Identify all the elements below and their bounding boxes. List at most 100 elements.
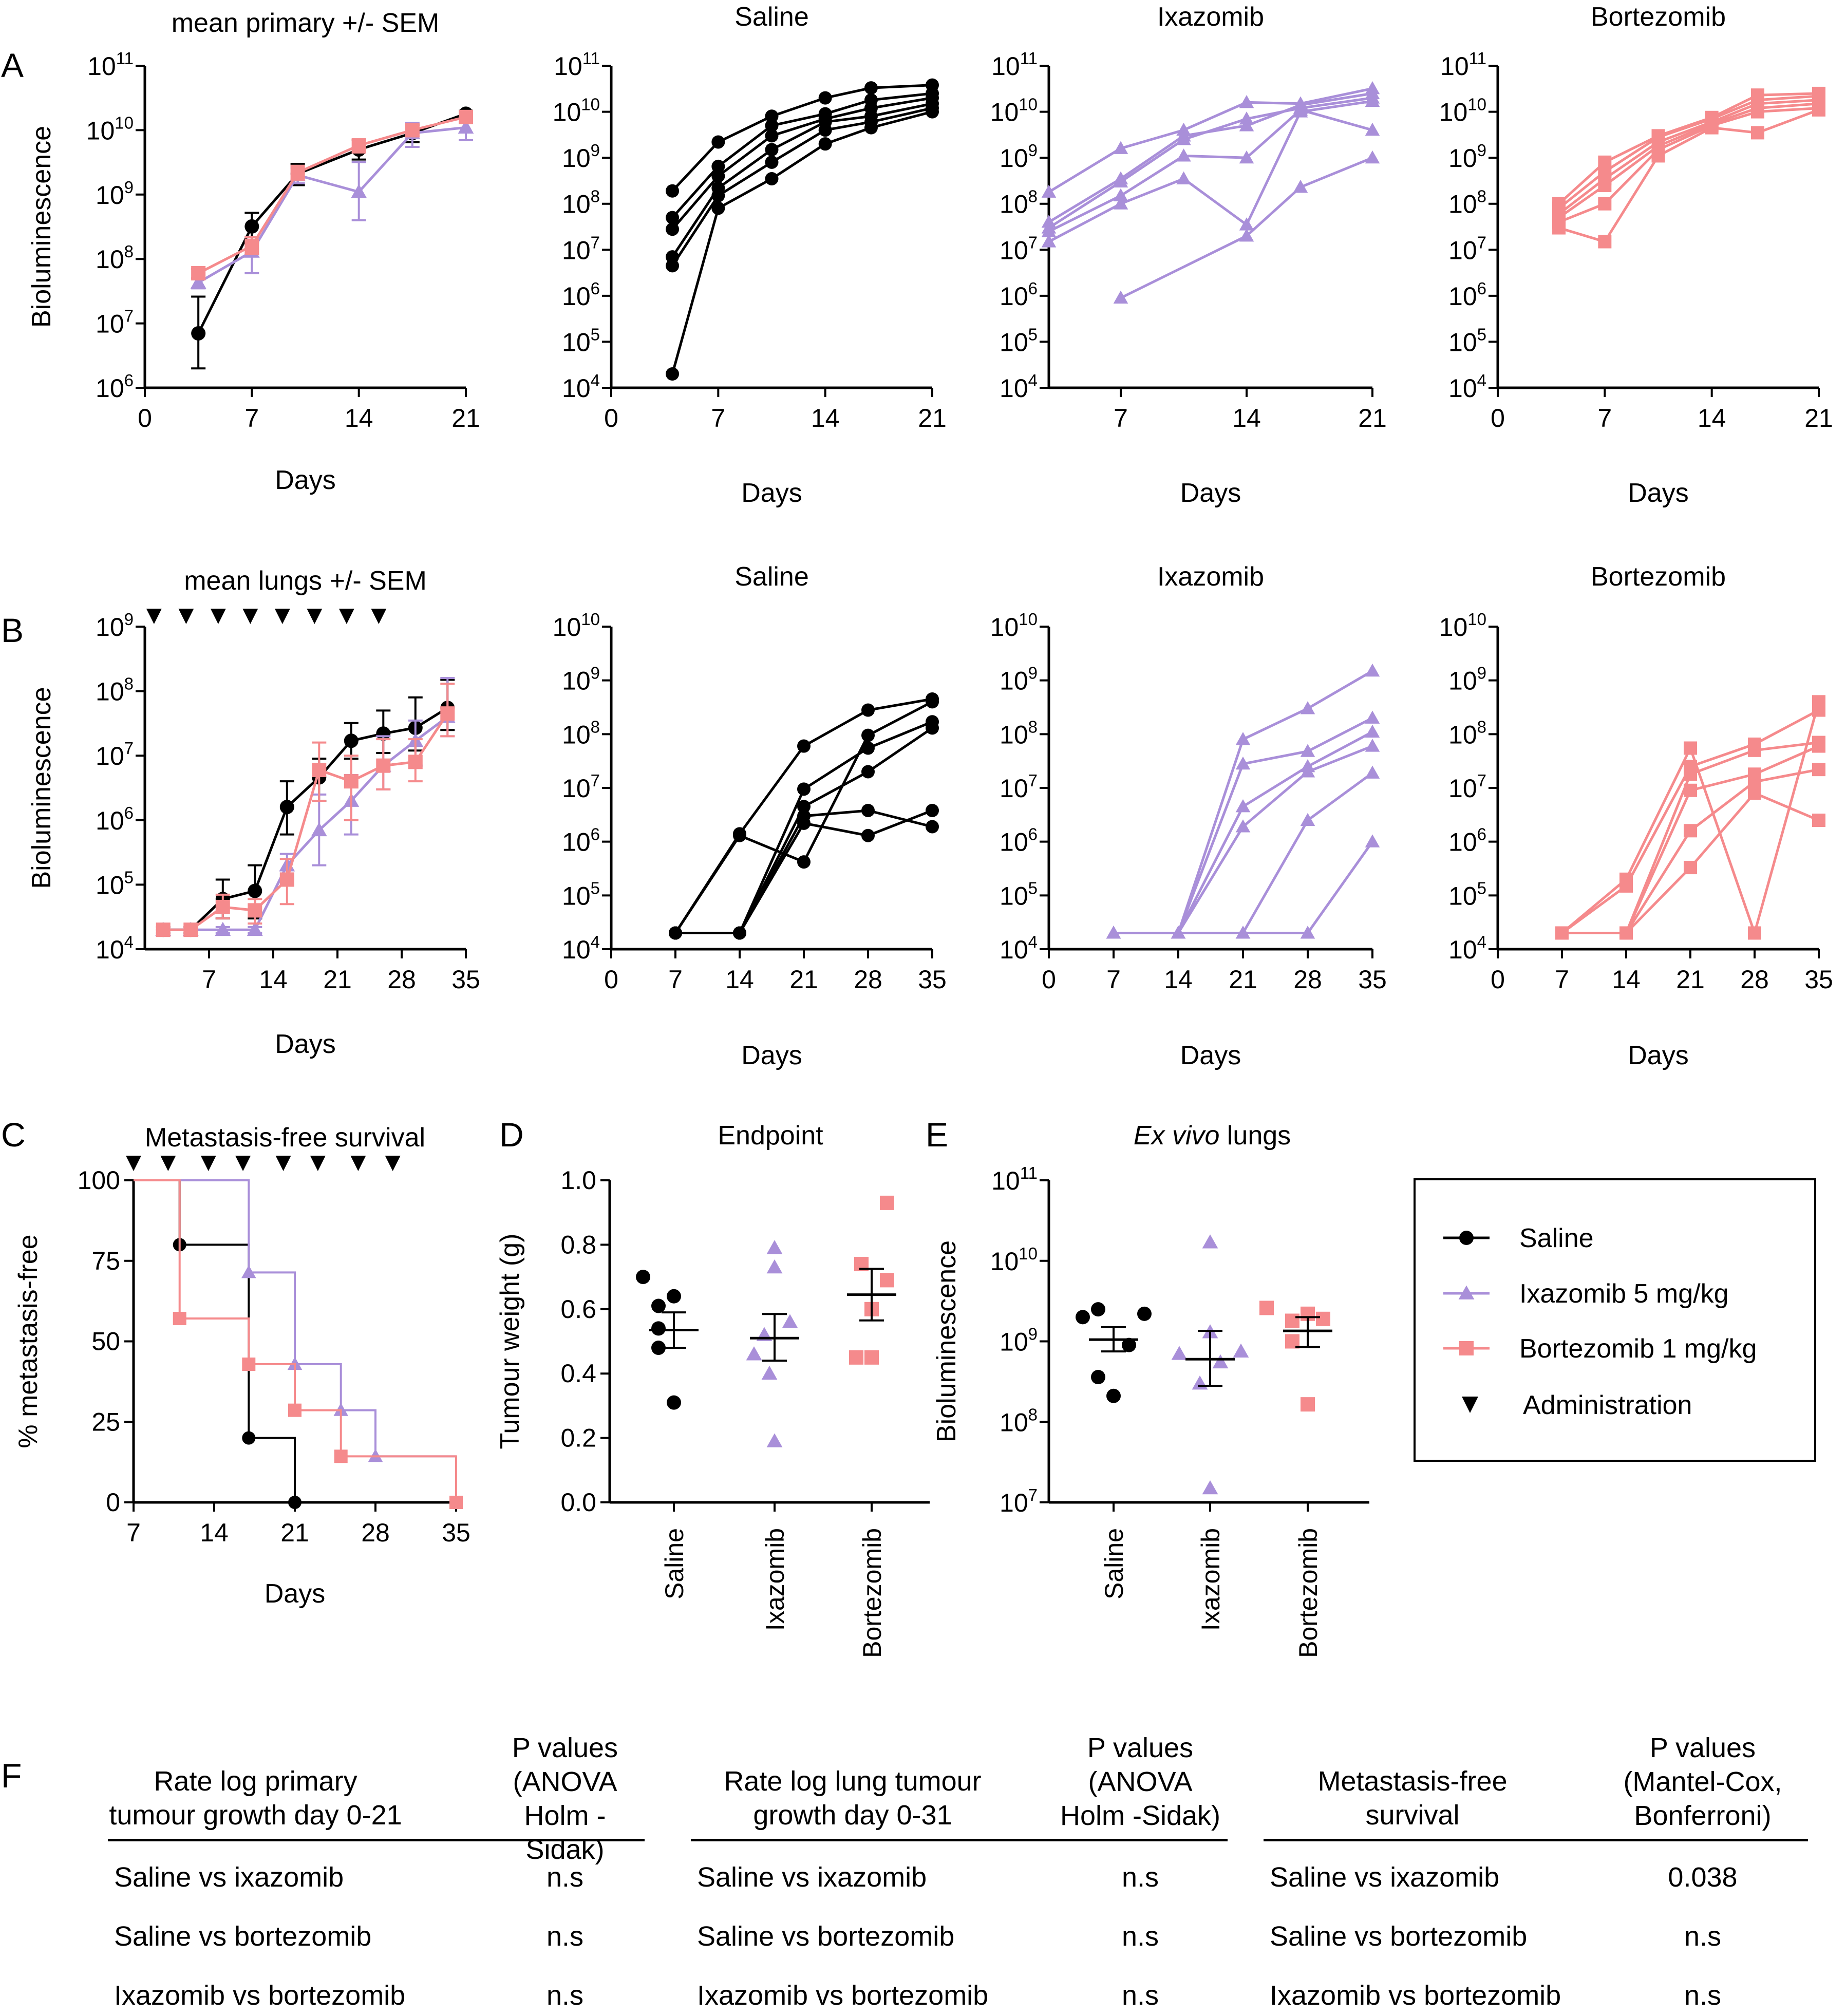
- series-line: [1561, 701, 1820, 937]
- survival-step-line: [134, 1179, 457, 1502]
- x-tick-label: 7: [202, 965, 216, 994]
- table-row-pvalue: n.s: [1121, 1980, 1159, 2011]
- table-row-pvalue: 0.038: [1668, 1862, 1738, 1893]
- chart-title: Saline: [734, 562, 809, 592]
- group-ixazomib: [1171, 1234, 1249, 1495]
- x-tick-label: 35: [1358, 965, 1387, 994]
- data-point: [880, 1195, 894, 1210]
- legend-marker: [1459, 1341, 1474, 1355]
- y-tick-label: 107: [1448, 233, 1486, 265]
- data-point: [797, 782, 811, 796]
- group-bortezomib: [847, 1195, 896, 1365]
- series-saline-1: [669, 695, 939, 940]
- data-point: [1748, 743, 1761, 757]
- series-line: [163, 707, 448, 931]
- administration-marker: [310, 1156, 326, 1171]
- y-tick-label: 1011: [991, 49, 1038, 81]
- x-tick-label: 7: [1106, 965, 1121, 994]
- legend-item-administration: Administration: [1462, 1390, 1692, 1420]
- x-tick-label: 14: [1698, 404, 1726, 432]
- table-row-pvalue: n.s: [1684, 1980, 1722, 2011]
- x-tick-label: 14: [1612, 965, 1641, 994]
- y-tick-label: 107: [96, 307, 134, 338]
- x-tick-label: 7: [126, 1518, 141, 1547]
- y-tick-label: 1011: [554, 49, 600, 81]
- table-row-comparison: Saline vs bortezomib: [1270, 1921, 1528, 1952]
- table-row-pvalue: n.s: [546, 1980, 584, 2011]
- data-point: [926, 803, 939, 817]
- y-tick-label: 1010: [553, 95, 600, 127]
- data-point: [1598, 235, 1612, 249]
- panel-letter-d: D: [499, 1116, 524, 1154]
- data-point: [1705, 121, 1719, 135]
- legend-marker: [1459, 1231, 1474, 1245]
- y-tick-label: 108: [1000, 187, 1038, 219]
- data-point: [711, 201, 725, 215]
- category-label: Bortezomib: [858, 1528, 887, 1658]
- data-point: [766, 1259, 783, 1274]
- data-point: [1365, 122, 1380, 136]
- data-point: [248, 883, 262, 898]
- x-tick-label: 21: [1229, 965, 1257, 994]
- data-point: [782, 1314, 798, 1328]
- y-axis-label: Bioluminescence: [27, 126, 56, 328]
- group-saline: [636, 1270, 699, 1410]
- series-line: [1048, 100, 1373, 243]
- data-point: [666, 184, 680, 198]
- x-tick-label: 7: [1114, 404, 1128, 432]
- data-point: [173, 1311, 186, 1325]
- data-point: [761, 1365, 778, 1380]
- y-tick-label: 107: [1000, 771, 1038, 803]
- series-ixazomib-5: [1113, 150, 1380, 304]
- y-tick-label: 1011: [991, 1163, 1038, 1195]
- y-tick-label: 109: [1448, 664, 1486, 695]
- data-point: [765, 143, 779, 157]
- data-point: [459, 109, 473, 124]
- data-point: [1316, 1311, 1330, 1326]
- series-bortezomib: [134, 1179, 463, 1509]
- series-line: [1558, 102, 1819, 219]
- data-point: [1212, 1354, 1229, 1369]
- y-tick-label: 109: [562, 664, 600, 695]
- y-tick-label: 104: [1448, 371, 1486, 403]
- x-tick-label: 21: [280, 1518, 309, 1547]
- series-line: [671, 84, 933, 192]
- data-point: [279, 800, 294, 815]
- panel-letter-f: F: [1, 1757, 22, 1795]
- data-point: [1202, 1480, 1218, 1495]
- series-line: [1558, 108, 1819, 243]
- series-line: [1558, 92, 1819, 205]
- legend-label: Ixazomib 5 mg/kg: [1519, 1279, 1729, 1309]
- table-row-pvalue: n.s: [1121, 1862, 1159, 1893]
- panel-letter-c: C: [1, 1116, 26, 1154]
- table-header-right: P values (Mantel-Cox, Bonferroni): [1623, 1732, 1782, 1831]
- x-tick-label: 0: [604, 965, 618, 994]
- chart-A1: 106 107 108 109 1010 1011 0 7 14 21 mean primary +…: [27, 8, 480, 495]
- x-tick-label: 21: [323, 965, 352, 994]
- data-point: [1365, 93, 1380, 107]
- x-tick-label: 21: [1676, 965, 1705, 994]
- data-point: [215, 921, 231, 936]
- data-point: [344, 774, 359, 789]
- data-point: [1750, 105, 1764, 119]
- series-line: [198, 116, 466, 275]
- series-saline: [134, 1179, 302, 1509]
- y-tick-label: 108: [562, 717, 600, 749]
- category-label: Saline: [660, 1528, 689, 1599]
- chart-title: Metastasis-free survival: [145, 1123, 425, 1153]
- x-tick-label: 7: [668, 965, 683, 994]
- x-tick-label: 7: [1597, 404, 1612, 432]
- y-tick-label: 0.2: [560, 1424, 596, 1453]
- data-point: [797, 739, 811, 753]
- data-point: [1365, 724, 1380, 738]
- table-row-comparison: Saline vs bortezomib: [114, 1921, 372, 1952]
- data-point: [1235, 799, 1251, 813]
- chart-B1: 104 105 106 107 108 109 7 14 21 28 35 mean lungs +/…: [27, 566, 480, 1059]
- data-point: [1235, 819, 1251, 833]
- y-tick-label: 0: [106, 1488, 120, 1517]
- data-point: [818, 91, 832, 105]
- data-point: [1239, 229, 1254, 242]
- data-point: [861, 765, 875, 779]
- y-tick-label: 106: [1448, 825, 1486, 857]
- y-tick-label: 107: [96, 739, 134, 770]
